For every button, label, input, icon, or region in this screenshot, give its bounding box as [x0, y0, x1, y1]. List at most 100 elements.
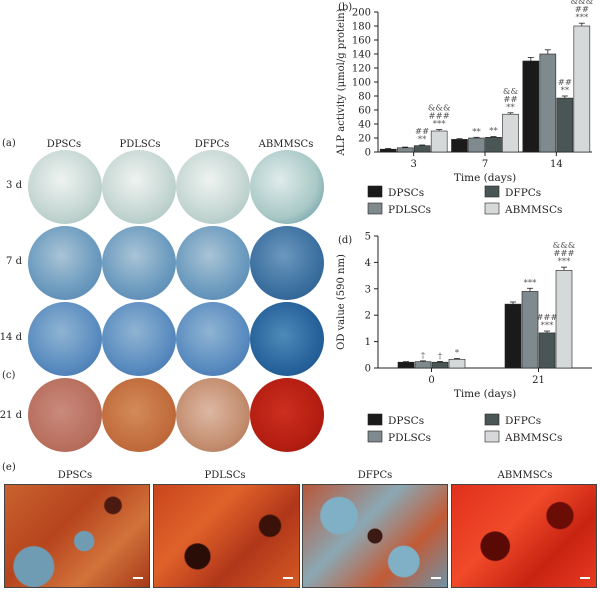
bar-abmmscs — [502, 113, 519, 153]
x-tick-label: 21 — [532, 375, 545, 386]
bar-dpscs — [397, 361, 415, 369]
legend-label-abmmscs: ABMMSCs — [504, 432, 562, 444]
bar-abmmscs — [573, 25, 591, 153]
col-header-abmmscs: ABMMSCs — [258, 139, 314, 150]
y-tick-label: 4 — [365, 258, 371, 269]
significance-mark: &&& — [570, 0, 593, 7]
legend-label-abmmscs: ABMMSCs — [504, 204, 562, 216]
bar-dfpcs — [431, 361, 449, 369]
col-header-pdlscs: PDLSCs — [119, 139, 161, 150]
bar-dfpcs — [413, 145, 431, 153]
significance-mark: *** — [433, 120, 447, 130]
significance-mark: ## — [558, 78, 572, 88]
significance-mark: ### — [536, 313, 557, 323]
dish-pdlscs-7d — [102, 226, 176, 300]
x-tick-label: 14 — [550, 159, 563, 170]
x-tick-label: 0 — [428, 375, 434, 386]
scale-bar — [580, 577, 590, 579]
significance-mark: ### — [553, 249, 574, 259]
y-tick-label: 140 — [352, 50, 371, 61]
dish-dpscs-14d — [28, 302, 102, 376]
y-tick-label: 100 — [352, 78, 371, 89]
row-label-3d: 3 d — [6, 180, 22, 191]
bar-abmmscs — [430, 130, 448, 153]
dish-dfpcs-14d — [176, 302, 250, 376]
legend-swatch-pdlscs — [367, 430, 383, 443]
legend-swatch-dpscs — [367, 413, 383, 426]
y-tick-label: 200 — [352, 8, 371, 19]
dish-dfpcs-21d — [176, 378, 250, 452]
dish-dfpcs-7d — [176, 226, 250, 300]
significance-mark: *** — [524, 278, 538, 288]
y-tick-label: 60 — [358, 106, 371, 117]
micrograph-dfpcs — [302, 484, 448, 588]
bar-dfpcs — [485, 137, 502, 153]
bar-dfpcs — [538, 332, 556, 369]
bar-pdlscs — [396, 147, 414, 153]
y-tick-label: 3 — [365, 284, 371, 295]
bar-pdlscs — [539, 53, 557, 153]
y-tick-label: 180 — [352, 22, 371, 33]
micro-title-pdlscs: PDLSCs — [204, 470, 246, 481]
significance-mark: ** — [472, 127, 481, 137]
legend-swatch-pdlscs — [367, 202, 383, 215]
y-tick-label: 1 — [365, 337, 371, 348]
significance-mark: ### — [428, 112, 449, 122]
x-tick-label: 7 — [482, 159, 488, 170]
y-axis-label: OD value (590 nm) — [336, 254, 347, 350]
dish-abmmscs-14d — [250, 302, 324, 376]
legend-label-pdlscs: PDLSCs — [388, 432, 431, 444]
y-tick-label: 5 — [365, 232, 371, 243]
bar-dfpcs — [556, 97, 574, 153]
y-tick-label: 0 — [365, 148, 371, 159]
micrograph-pdlscs — [153, 484, 300, 588]
dish-abmmscs-21d — [250, 378, 324, 452]
bar-pdlscs — [414, 361, 432, 369]
bar-abmmscs — [448, 358, 466, 369]
panel-label-e: (e) — [2, 462, 16, 473]
dish-abmmscs-7d — [250, 226, 324, 300]
dish-dpscs-7d — [28, 226, 102, 300]
legend-label-dfpcs: DFPCs — [505, 415, 541, 427]
y-axis-label: ALP activity (μmol/g protein) — [336, 8, 347, 156]
significance-mark: ** — [489, 127, 498, 137]
col-header-dfpcs: DFPCs — [194, 139, 230, 150]
micrograph-dpscs — [4, 484, 150, 588]
significance-mark: ## — [415, 127, 429, 137]
significance-mark: † — [421, 351, 426, 361]
significance-mark: &&& — [428, 104, 451, 114]
y-tick-label: 0 — [365, 364, 371, 375]
dish-abmmscs-3d — [250, 150, 324, 224]
scale-bar — [283, 577, 293, 579]
legend-label-dfpcs: DFPCs — [505, 187, 541, 199]
bar-dpscs — [451, 139, 468, 153]
y-tick-label: 120 — [352, 64, 371, 75]
significance-mark: *** — [541, 321, 555, 331]
significance-mark: ** — [506, 103, 515, 113]
panel-label-a: (a) — [2, 138, 16, 149]
bar-dpscs — [522, 60, 540, 153]
legend-swatch-abmmscs — [484, 202, 500, 215]
micrograph-abmmscs — [451, 484, 597, 588]
legend-swatch-dpscs — [367, 185, 383, 198]
significance-mark: † — [438, 351, 443, 361]
significance-mark: &&& — [553, 241, 576, 251]
bar-dpscs — [504, 303, 522, 369]
dish-pdlscs-3d — [102, 150, 176, 224]
legend-swatch-dfpcs — [484, 413, 500, 426]
col-header-dpscs: DPSCs — [46, 139, 82, 150]
dish-dpscs-21d — [28, 378, 102, 452]
legend-swatch-dfpcs — [484, 185, 500, 198]
significance-mark: *** — [575, 13, 589, 23]
legend-label-dpscs: DPSCs — [388, 187, 424, 199]
y-tick-label: 80 — [358, 92, 371, 103]
x-tick-label: 3 — [410, 159, 416, 170]
legend-label-dpscs: DPSCs — [388, 415, 424, 427]
y-tick-label: 2 — [365, 311, 371, 322]
panel-label-d: (d) — [338, 235, 353, 246]
scale-bar — [133, 577, 143, 579]
legend-label-pdlscs: PDLSCs — [388, 204, 431, 216]
y-tick-label: 20 — [358, 134, 371, 145]
dish-dpscs-3d — [28, 150, 102, 224]
